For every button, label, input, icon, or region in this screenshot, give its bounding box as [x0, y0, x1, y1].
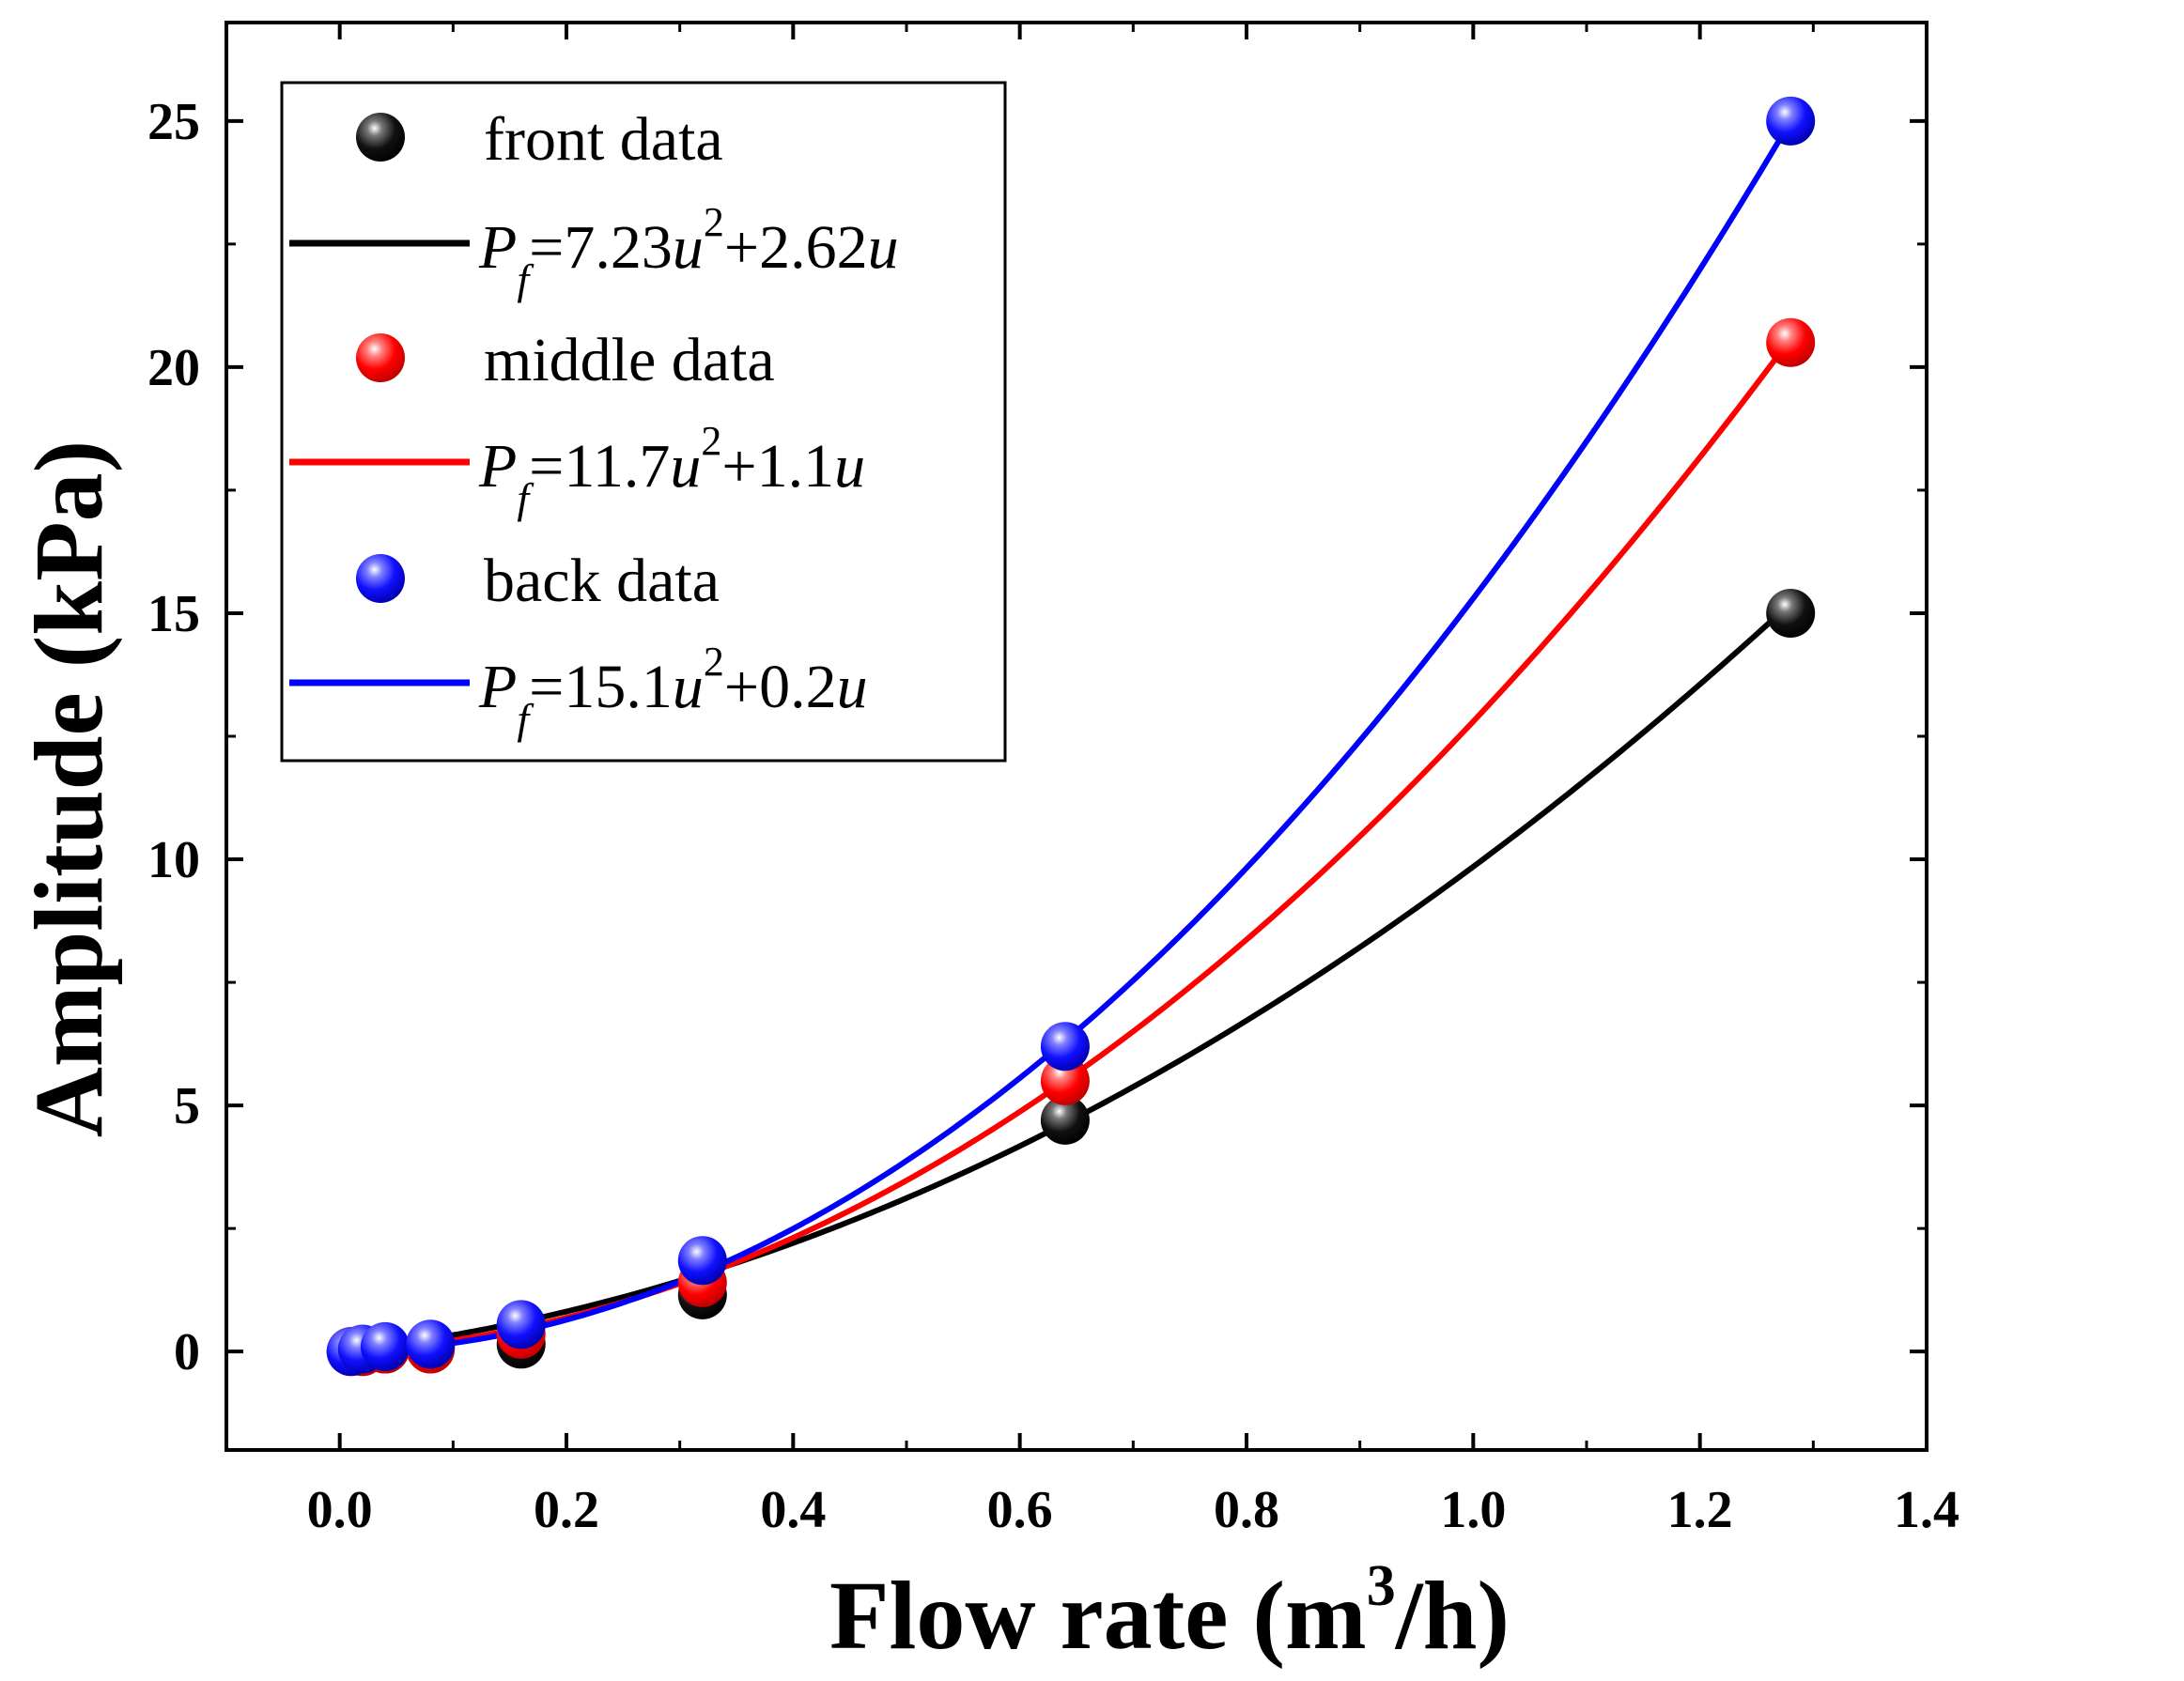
data-point-front — [1040, 1095, 1090, 1145]
legend-label-front: front data — [484, 105, 723, 174]
y-tick-label: 0 — [174, 1323, 200, 1381]
legend-label-back: back data — [484, 547, 720, 615]
y-tick-label: 15 — [147, 585, 200, 643]
data-point-front — [1766, 588, 1816, 638]
data-point-middle — [1766, 317, 1816, 367]
x-tick-label: 1.0 — [1440, 1481, 1506, 1539]
x-tick-label: 0.8 — [1214, 1481, 1279, 1539]
y-axis-title: Amplitude (kPa) — [15, 440, 123, 1137]
legend-marker-back — [356, 554, 405, 603]
legend-marker-middle — [356, 333, 405, 382]
y-axis-ticks: 0 5 10 15 20 25 — [147, 93, 1927, 1381]
data-point-back — [677, 1236, 727, 1286]
data-points — [326, 96, 1816, 1377]
x-tick-label: 0.0 — [307, 1481, 373, 1539]
data-point-back — [496, 1300, 546, 1349]
data-point-back — [360, 1321, 410, 1371]
x-tick-label: 0.4 — [760, 1481, 826, 1539]
legend-fit-equation-front: Pf=7.23u2+2.62u — [478, 199, 899, 303]
legend-label-middle: middle data — [484, 326, 775, 394]
x-tick-label: 0.2 — [534, 1481, 599, 1539]
y-tick-label: 25 — [147, 93, 200, 151]
legend-marker-front — [356, 113, 405, 162]
x-tick-label: 1.2 — [1667, 1481, 1733, 1539]
x-tick-label: 1.4 — [1894, 1481, 1959, 1539]
x-axis-title: Flow rate (m3/h) — [829, 1554, 1510, 1670]
data-point-middle — [1040, 1056, 1090, 1105]
data-point-back — [406, 1319, 456, 1369]
data-point-back — [1040, 1022, 1090, 1072]
y-tick-label: 10 — [147, 831, 200, 889]
legend-box — [280, 81, 1007, 763]
x-axis-ticks: 0.0 0.2 0.4 0.6 0.8 1.0 1.2 1.4 — [225, 23, 1959, 1539]
x-tick-label: 0.6 — [987, 1481, 1053, 1539]
data-point-back — [1766, 96, 1816, 146]
y-tick-label: 5 — [174, 1077, 200, 1135]
y-tick-label: 20 — [147, 339, 200, 397]
